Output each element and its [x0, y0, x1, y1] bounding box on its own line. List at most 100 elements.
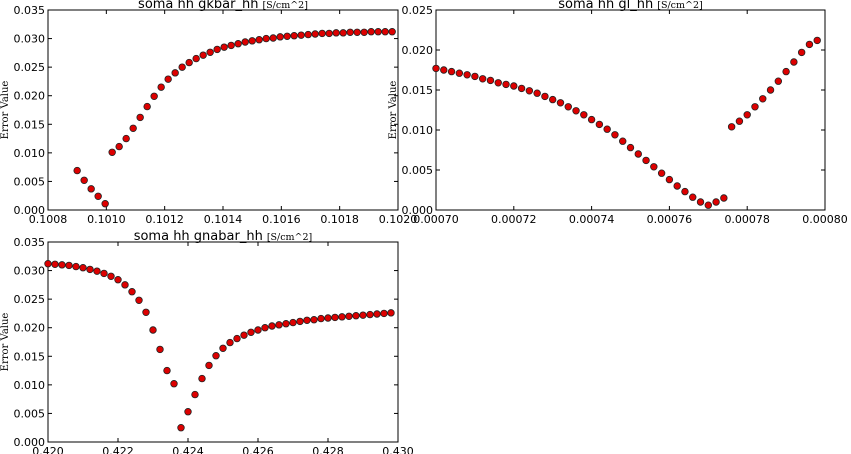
chart-title-text: soma hh gnabar_hh — [134, 229, 263, 244]
data-point — [727, 123, 736, 131]
chart-title: soma hh gl_hh [S/cm^2] — [558, 0, 702, 12]
data-point — [51, 260, 59, 268]
data-point — [191, 390, 199, 399]
data-point — [206, 48, 214, 56]
data-point — [157, 83, 165, 91]
x-tick-label: 0.00074 — [569, 213, 615, 226]
data-point — [359, 311, 367, 319]
data-point — [213, 45, 221, 54]
y-tick-label: 0.010 — [402, 124, 434, 137]
data-point — [177, 424, 185, 432]
data-point — [681, 187, 689, 196]
chart-title: soma hh gnabar_hh [S/cm^2] — [134, 229, 313, 244]
data-point — [58, 261, 66, 269]
data-point — [673, 182, 681, 190]
data-point — [227, 41, 235, 50]
data-point — [304, 30, 312, 39]
data-point — [440, 66, 448, 74]
y-tick-label: 0.020 — [14, 322, 46, 335]
data-point — [72, 262, 80, 271]
data-point — [79, 264, 87, 272]
x-tick-label: 0.00078 — [724, 213, 770, 226]
data-point — [813, 36, 821, 45]
data-point — [510, 82, 518, 90]
data-point — [517, 84, 526, 93]
y-tick-label: 0.000 — [14, 204, 46, 217]
y-tick-label: 0.015 — [402, 84, 434, 97]
data-point — [805, 40, 814, 49]
data-point — [303, 316, 311, 324]
data-point — [595, 120, 604, 129]
data-point — [87, 185, 95, 193]
data-point — [580, 111, 588, 119]
data-point — [388, 28, 396, 36]
data-point — [114, 276, 122, 284]
data-point — [494, 79, 502, 87]
y-tick-label: 0.005 — [402, 164, 434, 177]
data-point — [338, 313, 346, 321]
data-point — [234, 40, 242, 48]
y-tick-label: 0.035 — [14, 236, 46, 249]
data-point — [366, 310, 374, 319]
data-point — [325, 29, 333, 38]
data-point — [107, 272, 115, 280]
data-point — [275, 321, 283, 329]
x-tick-label: 0.1020 — [379, 213, 418, 226]
data-point — [255, 36, 263, 44]
y-tick-label: 0.025 — [14, 293, 46, 306]
data-point — [556, 99, 565, 107]
data-point — [290, 32, 298, 40]
data-point — [86, 265, 94, 274]
data-point — [657, 169, 666, 177]
data-point — [171, 69, 179, 77]
chart-panel-1: soma hh gkbar_hh [S/cm^2] Error Value 0.100… — [0, 0, 417, 226]
data-point — [135, 296, 143, 304]
data-point — [720, 194, 728, 202]
data-point — [339, 29, 347, 37]
data-point — [282, 320, 290, 328]
data-point — [533, 89, 541, 97]
y-tick-label: 0.015 — [14, 118, 46, 131]
data-point — [774, 77, 783, 85]
data-point — [432, 64, 440, 73]
data-point — [185, 58, 193, 67]
data-point — [696, 198, 705, 206]
data-point — [790, 58, 798, 66]
y-tick-label: 0.030 — [14, 265, 46, 278]
data-point — [248, 37, 256, 45]
data-point — [373, 310, 381, 318]
data-point — [268, 322, 276, 330]
data-point — [345, 312, 353, 320]
data-point — [650, 163, 658, 171]
data-point — [143, 102, 151, 111]
data-point — [65, 261, 73, 270]
data-point — [73, 166, 81, 175]
data-point — [782, 67, 790, 76]
data-point — [766, 86, 775, 94]
data-point — [150, 92, 158, 100]
x-tick-label: 0.1018 — [320, 213, 359, 226]
x-tick-label: 0.1014 — [204, 213, 243, 226]
y-tick-label: 0.020 — [14, 90, 46, 103]
x-tick-label: 0.1010 — [87, 213, 126, 226]
data-point — [332, 29, 340, 37]
data-point — [502, 80, 510, 89]
data-point — [262, 34, 270, 43]
y-tick-label: 0.025 — [402, 4, 434, 17]
data-point — [318, 29, 326, 38]
x-tick-label: 0.428 — [312, 445, 344, 454]
data-point — [129, 124, 137, 132]
data-point — [178, 63, 186, 71]
data-point — [463, 71, 471, 79]
chart-title-text: soma hh gkbar_hh — [138, 0, 258, 12]
x-tick-label: 0.430 — [382, 445, 414, 454]
data-point — [170, 380, 178, 388]
data-point — [226, 338, 234, 347]
data-point — [525, 87, 534, 95]
data-point — [115, 142, 123, 151]
y-axis-label: Error Value — [0, 313, 11, 372]
data-point — [184, 408, 192, 416]
y-tick-label: 0.005 — [14, 175, 46, 188]
data-point — [611, 131, 619, 139]
